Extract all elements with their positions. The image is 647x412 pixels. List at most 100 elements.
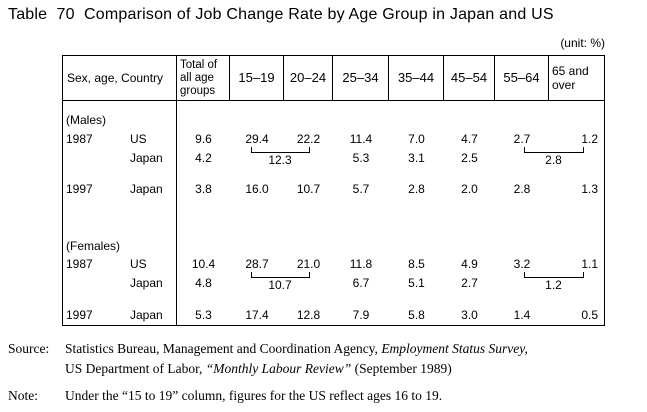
value-cell: 10.4 [191,257,216,271]
unit-label: (unit: %) [560,36,605,50]
value-cell: 2.5 [461,151,478,165]
bracket-shape [523,147,584,153]
value-cell: 10.7 [296,181,321,196]
bracket-group: 10.7 [250,272,310,292]
value-cell: 5.7 [352,181,370,196]
bracket-value: 12.3 [268,153,292,167]
row-head-cell: Japan [63,274,177,300]
value-cell: 7.0 [408,131,425,146]
value-cell: 5.8 [408,307,425,322]
value-cell: 2.7 [461,276,478,290]
column-header-25-34: 25–34 [333,56,389,101]
country-label: US [130,257,147,271]
value-cell: 3.0 [461,307,478,322]
merged-cell-55-over: 2.8 [495,147,604,175]
value-cell: 8.5 [408,257,425,271]
value-cell: 2.8 [513,181,531,196]
source-line-2: US Department of Labor, “Monthly Labour … [65,359,631,379]
column-header-55-64: 55–64 [495,56,549,101]
value-cell: 2.7 [513,131,531,146]
value-cell: 7.9 [352,307,370,322]
value-cell: 4.9 [461,257,478,271]
value-cell: 4.2 [195,151,212,165]
value-cell: 1.4 [513,307,531,322]
source-text-roman: US Department of Labor, [65,361,206,376]
country-label: US [130,131,147,146]
value-cell: 1.3 [581,181,598,196]
empty-cell [63,198,177,234]
source-text: Statistics Bureau, Management and Coordi… [65,339,631,379]
value-cell: 4.8 [195,276,212,290]
column-header-65-over: 65 and over [549,56,604,101]
value-cell: 2.0 [461,181,478,196]
merged-cell-15-24: 10.7 [230,272,333,300]
year-label: 1997 [66,181,93,196]
value-cell: 3.2 [513,257,531,271]
value-cell: 12.8 [296,307,321,322]
row-head-cell: 1987 US [63,254,177,274]
note-text: Under the “15 to 19” column, figures for… [65,388,443,403]
value-cell: 28.7 [245,257,269,271]
males-label: (Males) [66,113,107,127]
females-label: (Females) [66,239,121,253]
country-label: Japan [130,276,163,290]
bracket-value: 1.2 [545,278,562,292]
bracket-group: 1.2 [523,272,584,292]
value-cell: 16.0 [245,181,269,196]
bracket-shape [250,147,310,153]
source-line-1: Statistics Bureau, Management and Coordi… [65,339,631,359]
value-cell: 6.7 [352,276,370,290]
note-label: Note: [8,388,38,403]
source-text-italic: Employment Status Survey, [381,341,528,356]
section-label-cell: (Males) [63,101,177,128]
bracket-shape [250,272,310,278]
empty-cell [177,101,604,128]
value-cell: 21.0 [296,257,321,271]
row-head-cell: Japan [63,149,177,175]
country-label: Japan [130,307,163,322]
merged-cell-55-over: 1.2 [495,272,604,300]
value-cell: 5.1 [408,276,425,290]
value-cell: 4.7 [461,131,478,146]
source-text-italic: “Monthly Labour Review” [205,361,352,376]
value-cell: 1.2 [581,131,598,146]
value-cell: 11.4 [349,131,373,146]
bracket-group: 2.8 [523,147,584,167]
source-text-roman: (September 1989) [351,361,452,376]
value-cell: 2.8 [408,181,425,196]
value-cell: 3.1 [408,151,425,165]
source-text-roman: Statistics Bureau, Management and Coordi… [65,341,382,356]
merged-cell-15-24: 12.3 [230,147,333,175]
source-block: Source: Statistics Bureau, Management an… [8,339,631,379]
column-header-35-44: 35–44 [389,56,444,101]
value-cell: 0.5 [581,307,598,322]
column-header-total: Total of all age groups [177,56,230,101]
section-label-cell: (Females) [63,234,177,254]
value-cell: 29.4 [245,131,269,146]
column-header-45-54: 45–54 [444,56,495,101]
year-label: 1987 [66,257,93,271]
source-label: Source: [8,341,50,356]
bracket-shape [523,272,584,278]
column-header-15-19: 15–19 [230,56,284,101]
year-label: 1987 [66,131,93,146]
country-label: Japan [130,151,163,165]
row-head-cell: 1997 Japan [63,300,177,325]
row-head-cell: 1987 US [63,128,177,149]
bracket-value: 2.8 [545,153,562,167]
empty-cell [177,234,604,254]
value-cell: 11.8 [349,257,373,271]
note-block: Note: Under the “15 to 19” column, figur… [8,386,631,406]
value-cell: 1.1 [581,257,598,271]
value-cell: 5.3 [352,151,370,165]
value-cell: 5.3 [195,307,212,322]
job-change-table: Sex, age, Country Total of all age group… [62,55,605,326]
country-label: Japan [130,181,163,196]
value-cell: 9.6 [195,131,212,146]
value-cell: 17.4 [245,307,269,322]
year-label: 1997 [66,307,93,322]
page-title: Table 70 Comparison of Job Change Rate b… [8,6,554,23]
bracket-value: 10.7 [268,278,292,292]
column-header-sex-age-country: Sex, age, Country [63,56,177,101]
